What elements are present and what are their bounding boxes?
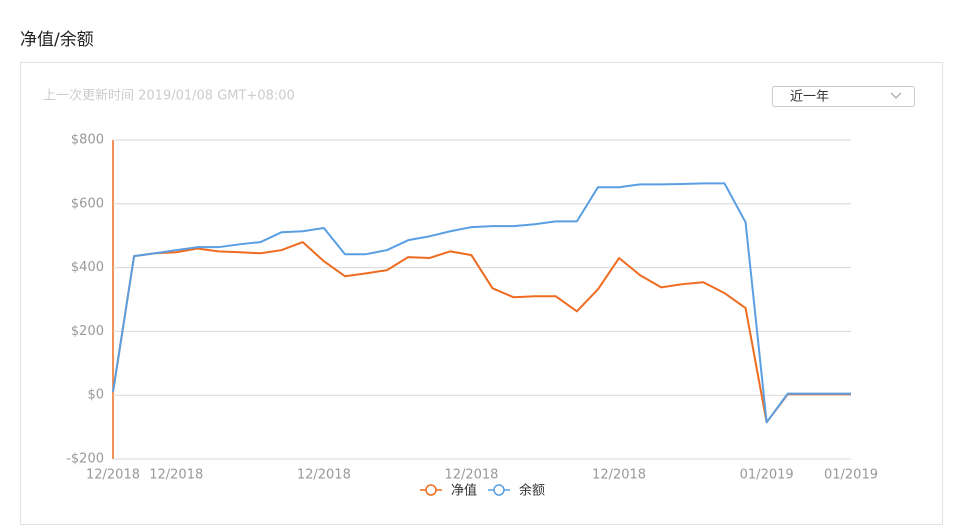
x-tick-label: 01/2019: [824, 468, 878, 483]
y-tick-label: $600: [71, 196, 104, 211]
y-tick-label: $400: [71, 260, 104, 275]
dropdown-arrow: [890, 92, 902, 99]
x-tick-label: 12/2018: [444, 468, 498, 483]
range-dropdown[interactable]: [772, 86, 915, 107]
y-tick-label: -$200: [66, 452, 104, 467]
series-line: [112, 182, 851, 424]
x-tick-label: 12/2018: [592, 468, 646, 483]
legend-label: 净值: [451, 483, 477, 499]
page-title: 净值/余额: [20, 30, 94, 50]
legend-marker: [425, 484, 437, 496]
x-tick-label: 12/2018: [86, 468, 140, 483]
series-line: [112, 241, 851, 424]
x-tick-label: 01/2019: [740, 468, 794, 483]
update-time: 上一次更新时间 2019/01/08 GMT+08:00: [43, 88, 295, 104]
y-tick-label: $200: [71, 324, 104, 339]
legend-label: 余额: [519, 483, 545, 499]
panel: [20, 62, 943, 525]
x-tick-label: 12/2018: [297, 468, 351, 483]
y-tick-label: $0: [87, 388, 104, 403]
legend-marker: [493, 484, 505, 496]
dropdown-label[interactable]: 近一年: [790, 90, 829, 105]
x-tick-label: 12/2018: [149, 468, 203, 483]
y-tick-label: $800: [71, 133, 104, 148]
